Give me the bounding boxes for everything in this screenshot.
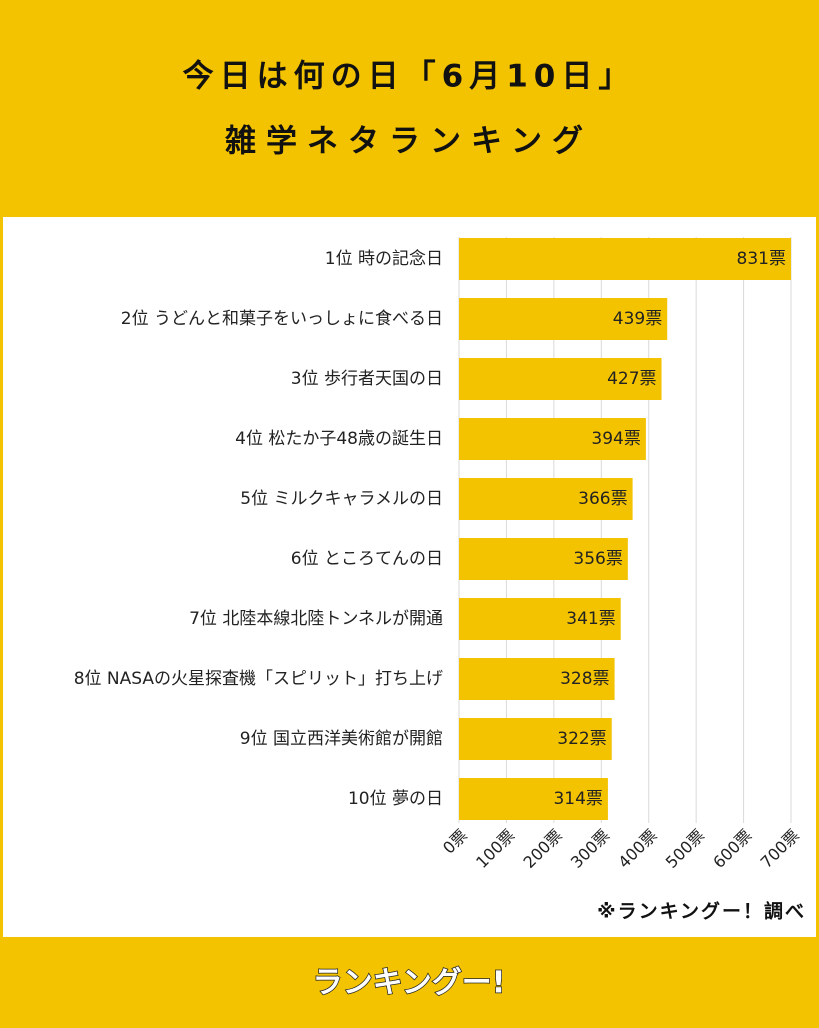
value-label: 322票 (557, 729, 606, 749)
logo: ランキングー! (313, 966, 506, 1001)
source-note: ※ランキングー！調べ (597, 900, 806, 923)
y-tick-label: 5位 ミルクキャラメルの日 (240, 489, 443, 509)
panel (3, 217, 816, 937)
chart-title: 今日は何の日「6月10日」 (183, 59, 636, 95)
bar (459, 358, 662, 400)
value-label: 831票 (737, 249, 786, 269)
y-tick-label: 10位 夢の日 (348, 789, 443, 809)
value-label: 439票 (613, 309, 662, 329)
y-tick-label: 9位 国立西洋美術館が開館 (240, 729, 443, 749)
bar (459, 598, 621, 640)
value-label: 341票 (566, 609, 615, 629)
chart-subtitle: 雑学ネタランキング (224, 124, 593, 160)
bar (459, 658, 615, 700)
bar (459, 778, 608, 820)
bar (459, 538, 628, 580)
y-tick-label: 8位 NASAの火星探査機「スピリット」打ち上げ (74, 669, 443, 689)
value-label: 394票 (591, 429, 640, 449)
value-label: 366票 (578, 489, 627, 509)
bar (459, 418, 646, 460)
value-label: 356票 (573, 549, 622, 569)
value-label: 328票 (560, 669, 609, 689)
y-tick-label: 4位 松たか子48歳の誕生日 (235, 429, 443, 449)
plot-area (459, 238, 791, 820)
y-tick-label: 7位 北陸本線北陸トンネルが開通 (189, 609, 443, 629)
y-tick-label: 1位 時の記念日 (325, 248, 443, 269)
value-label: 314票 (553, 789, 602, 809)
y-tick-label: 2位 うどんと和菓子をいっしょに食べる日 (121, 309, 443, 329)
bar (459, 718, 612, 760)
bar (459, 478, 633, 520)
bar (459, 298, 668, 340)
value-label: 427票 (607, 369, 656, 389)
y-tick-label: 6位 ところてんの日 (291, 549, 443, 569)
bar (459, 238, 791, 280)
y-tick-label: 3位 歩行者天国の日 (291, 369, 443, 389)
